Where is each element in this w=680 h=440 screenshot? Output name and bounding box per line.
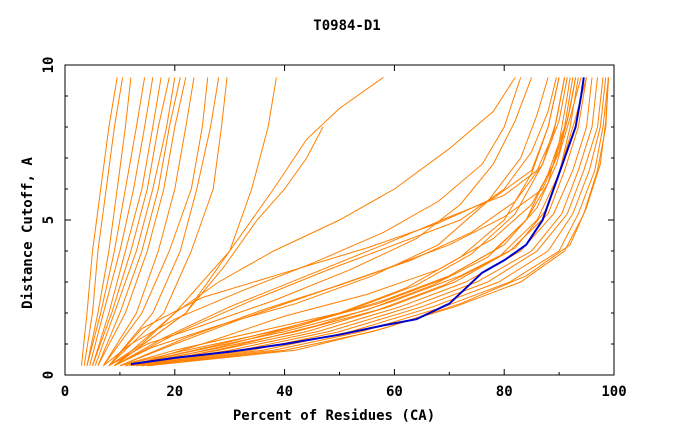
model-curve-27	[130, 77, 593, 367]
model-curve-28	[136, 77, 598, 367]
series-layer	[81, 76, 609, 367]
model-curve-25	[125, 77, 579, 367]
model-curve-13	[108, 77, 220, 367]
model-curve-10	[97, 77, 187, 366]
x-tick-label: 60	[386, 384, 403, 400]
x-tick-label: 80	[496, 384, 513, 400]
model-curve-38	[141, 77, 587, 367]
ticks-layer: 0 20 40 60 80 100 0 5 10	[41, 57, 627, 400]
model-curve-32	[147, 77, 609, 367]
model-curve-29	[136, 77, 604, 367]
model-curve-39	[125, 77, 571, 367]
model-curve-8	[94, 77, 176, 366]
model-curve-3	[86, 77, 132, 366]
model-curve-35	[108, 77, 560, 367]
model-curve-5	[89, 77, 154, 366]
y-tick-label: 10	[41, 57, 57, 74]
model-curve-6	[92, 77, 162, 366]
model-curve-22	[119, 77, 560, 367]
model-curve-1	[81, 77, 118, 366]
y-axis-label: Distance Cutoff, A	[20, 157, 36, 309]
x-axis-label: Percent of Residues (CA)	[233, 408, 435, 424]
model-curve-19	[103, 77, 522, 367]
highlighted-model-curve	[130, 77, 585, 366]
y-tick-label: 5	[41, 216, 57, 224]
model-curve-12	[102, 77, 209, 366]
model-curve-7	[92, 77, 170, 366]
model-curve-41	[119, 77, 566, 367]
model-curve-17	[114, 126, 324, 367]
model-curve-9	[97, 77, 181, 366]
model-curve-21	[114, 77, 549, 367]
model-curve-2	[83, 77, 124, 366]
model-curve-33	[119, 77, 577, 367]
model-curve-36	[130, 77, 577, 367]
model-curve-23	[119, 77, 568, 367]
chart-title: T0984-D1	[313, 18, 380, 34]
model-curve-34	[114, 77, 566, 367]
model-curve-42	[114, 77, 557, 367]
model-curve-31	[141, 77, 609, 367]
y-tick-label: 0	[41, 371, 57, 379]
x-tick-label: 40	[276, 384, 293, 400]
model-curve-4	[86, 77, 146, 366]
model-curve-40	[147, 77, 609, 367]
model-curve-26	[130, 77, 587, 367]
highlight-layer	[130, 77, 585, 366]
x-tick-label: 0	[61, 384, 69, 400]
x-tick-label: 20	[166, 384, 183, 400]
model-curve-11	[102, 77, 195, 366]
x-tick-label: 100	[601, 384, 626, 400]
